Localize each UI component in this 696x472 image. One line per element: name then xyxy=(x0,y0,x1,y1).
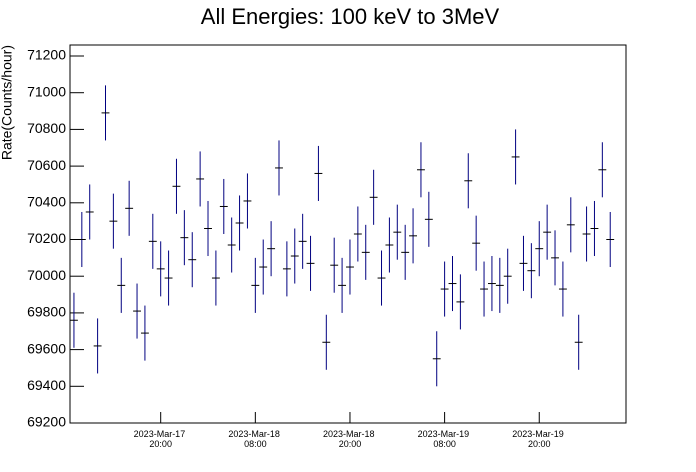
y-tick-label: 70200 xyxy=(27,230,66,246)
y-tick-label: 71000 xyxy=(27,83,66,99)
x-tick-label: 2023-Mar-18 20:00 xyxy=(323,429,377,449)
chart-title: All Energies: 100 keV to 3MeV xyxy=(201,4,500,29)
y-tick-label: 69400 xyxy=(27,377,66,393)
y-tick-label: 71200 xyxy=(27,47,66,63)
x-tick-label: 2023-Mar-19 08:00 xyxy=(418,429,472,449)
x-tick-label: 2023-Mar-19 20:00 xyxy=(512,429,566,449)
plot-frame xyxy=(69,44,627,424)
x-tick-label: 2023-Mar-17 20:00 xyxy=(134,429,188,449)
y-axis-label: Rate(Counts/hour) xyxy=(0,45,15,160)
x-tick-label: 2023-Mar-18 08:00 xyxy=(228,429,282,449)
y-tick-label: 70600 xyxy=(27,157,66,173)
y-tick-label: 70800 xyxy=(27,120,66,136)
y-tick-label: 69600 xyxy=(27,340,66,356)
y-tick-label: 69800 xyxy=(27,304,66,320)
y-tick-label: 69200 xyxy=(27,414,66,430)
y-tick-label: 70000 xyxy=(27,267,66,283)
y-tick-label: 70400 xyxy=(27,194,66,210)
